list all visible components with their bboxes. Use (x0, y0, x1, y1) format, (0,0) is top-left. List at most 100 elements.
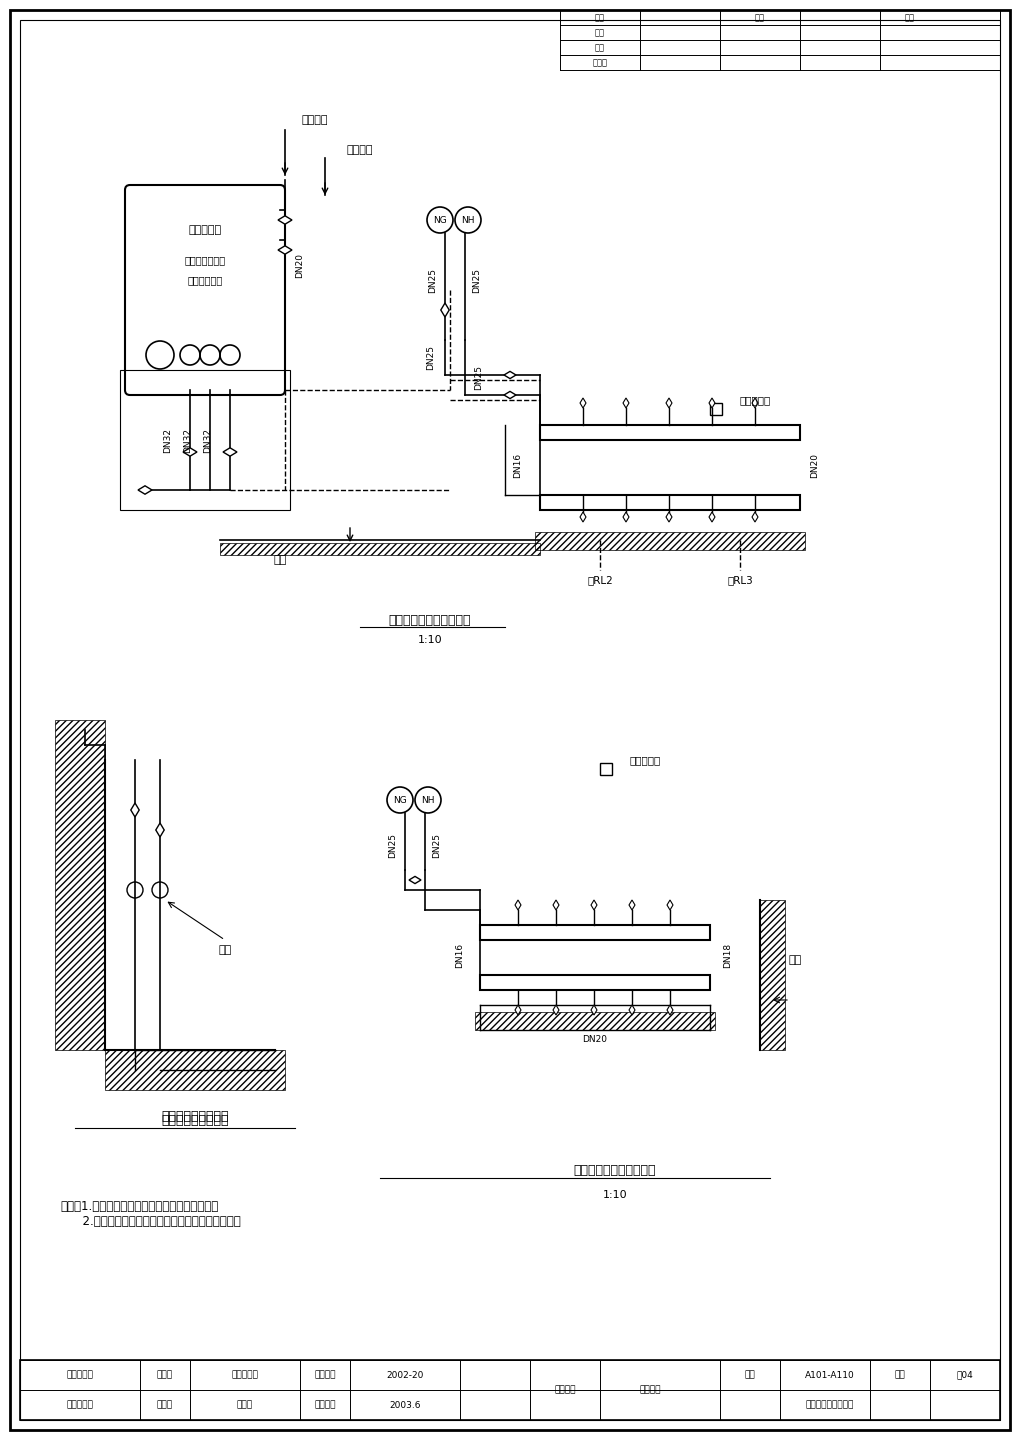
Text: DN25: DN25 (472, 268, 481, 292)
Text: 燃气壁挂炉: 燃气壁挂炉 (189, 225, 221, 235)
Text: DN20: DN20 (582, 1035, 607, 1044)
Bar (120, 370, 289, 510)
Text: 设计制图人: 设计制图人 (231, 1371, 258, 1380)
Text: 自来水管: 自来水管 (302, 115, 328, 125)
Text: DN32: DN32 (204, 428, 212, 452)
Text: NH: NH (461, 216, 474, 225)
Bar (480, 924, 709, 940)
Polygon shape (440, 302, 448, 317)
Polygon shape (552, 1005, 558, 1015)
Text: 工程名称: 工程名称 (553, 1385, 575, 1394)
Text: 自动排气阀: 自动排气阀 (630, 755, 660, 765)
Bar (539, 425, 799, 441)
Polygon shape (629, 900, 635, 910)
Polygon shape (138, 485, 152, 494)
Text: 热媒集配装置剖面图: 热媒集配装置剖面图 (161, 1113, 228, 1126)
Text: 通道: 通道 (904, 13, 914, 23)
Text: 工程主持人: 工程主持人 (66, 1371, 94, 1380)
Text: DN25: DN25 (426, 344, 435, 370)
FancyBboxPatch shape (125, 184, 284, 395)
Polygon shape (623, 397, 629, 408)
Text: 图名: 图名 (744, 1371, 755, 1380)
Text: 地面: 地面 (788, 955, 801, 965)
Polygon shape (708, 397, 714, 408)
Text: DN20: DN20 (296, 252, 305, 278)
Text: 2003.6: 2003.6 (389, 1401, 421, 1410)
Text: 质量: 质量 (594, 13, 604, 23)
Bar (475, 1012, 714, 1030)
Text: DN25: DN25 (388, 832, 397, 857)
Text: NG: NG (433, 216, 446, 225)
Polygon shape (182, 448, 197, 456)
Bar (20, 1359, 999, 1420)
Polygon shape (552, 900, 558, 910)
Bar (759, 900, 785, 1050)
Text: 出图日期: 出图日期 (314, 1401, 335, 1410)
Bar (220, 543, 539, 554)
Bar (539, 495, 799, 510)
Polygon shape (278, 216, 291, 225)
Text: DN32: DN32 (163, 428, 172, 452)
Polygon shape (666, 900, 673, 910)
Polygon shape (580, 513, 586, 523)
Text: DN16: DN16 (513, 452, 522, 478)
Text: A101-A110: A101-A110 (804, 1371, 854, 1380)
Polygon shape (751, 513, 757, 523)
Bar (599, 763, 611, 775)
Text: 接RL2: 接RL2 (587, 575, 612, 585)
Polygon shape (503, 372, 516, 379)
Bar (55, 720, 105, 1050)
Polygon shape (590, 1005, 596, 1015)
Bar (709, 403, 721, 415)
Text: 专业负责人: 专业负责人 (66, 1401, 94, 1410)
Text: DN25: DN25 (428, 268, 437, 292)
Bar (480, 975, 709, 991)
Bar (535, 531, 804, 550)
Polygon shape (223, 448, 236, 456)
Text: 2002-20: 2002-20 (386, 1371, 423, 1380)
Text: 核算人: 核算人 (236, 1401, 253, 1410)
Text: DN20: DN20 (810, 452, 818, 478)
Text: ？带定压装置及: ？带定压装置及 (184, 255, 225, 265)
Text: 1:10: 1:10 (602, 1189, 627, 1200)
Polygon shape (130, 804, 139, 816)
Text: 一层热媒集配装置正视图: 一层热媒集配装置正视图 (388, 613, 471, 626)
Text: 页数: 页数 (754, 13, 764, 23)
Text: DN18: DN18 (722, 942, 732, 968)
Polygon shape (665, 513, 672, 523)
Text: NH: NH (421, 795, 434, 805)
Polygon shape (503, 392, 516, 399)
Text: 工程编号: 工程编号 (314, 1371, 335, 1380)
Text: 说明：1.采暖管道采用塑料卡订或专用管卡固定。
      2.采暖系统分水器后各支线阀门采用铜质旋塞阀。: 说明：1.采暖管道采用塑料卡订或专用管卡固定。 2.采暖系统分水器后各支线阀门采… (60, 1200, 240, 1228)
Polygon shape (278, 246, 291, 255)
Text: 1:10: 1:10 (417, 635, 442, 645)
Polygon shape (156, 824, 164, 837)
Text: 天然气管: 天然气管 (346, 145, 373, 156)
Text: 接RL3: 接RL3 (727, 575, 752, 585)
Polygon shape (751, 397, 757, 408)
Text: 地面: 地面 (273, 554, 286, 564)
Polygon shape (515, 1005, 521, 1015)
Text: 套管: 套管 (218, 945, 231, 955)
Polygon shape (409, 877, 421, 884)
Text: 比例: 比例 (594, 43, 604, 52)
Text: 某别墅区: 某别墅区 (639, 1385, 660, 1394)
Polygon shape (515, 900, 521, 910)
Text: 图号: 图号 (894, 1371, 905, 1380)
Text: 审定人: 审定人 (157, 1371, 173, 1380)
Polygon shape (666, 1005, 673, 1015)
Text: 热媒集配装置剖面图: 热媒集配装置剖面图 (161, 1110, 228, 1123)
Text: 热媒集配装置大样图: 热媒集配装置大样图 (805, 1401, 853, 1410)
Polygon shape (580, 397, 586, 408)
Text: 审核人: 审核人 (157, 1401, 173, 1410)
Text: 课04: 课04 (956, 1371, 972, 1380)
Text: DN16: DN16 (455, 942, 464, 968)
Text: 循环水泵型？: 循环水泵型？ (187, 275, 222, 285)
Polygon shape (708, 513, 714, 523)
Polygon shape (623, 513, 629, 523)
Polygon shape (629, 1005, 635, 1015)
Polygon shape (590, 900, 596, 910)
Text: DN25: DN25 (474, 364, 483, 389)
Text: DN25: DN25 (432, 832, 441, 857)
Text: 版次: 版次 (594, 29, 604, 37)
